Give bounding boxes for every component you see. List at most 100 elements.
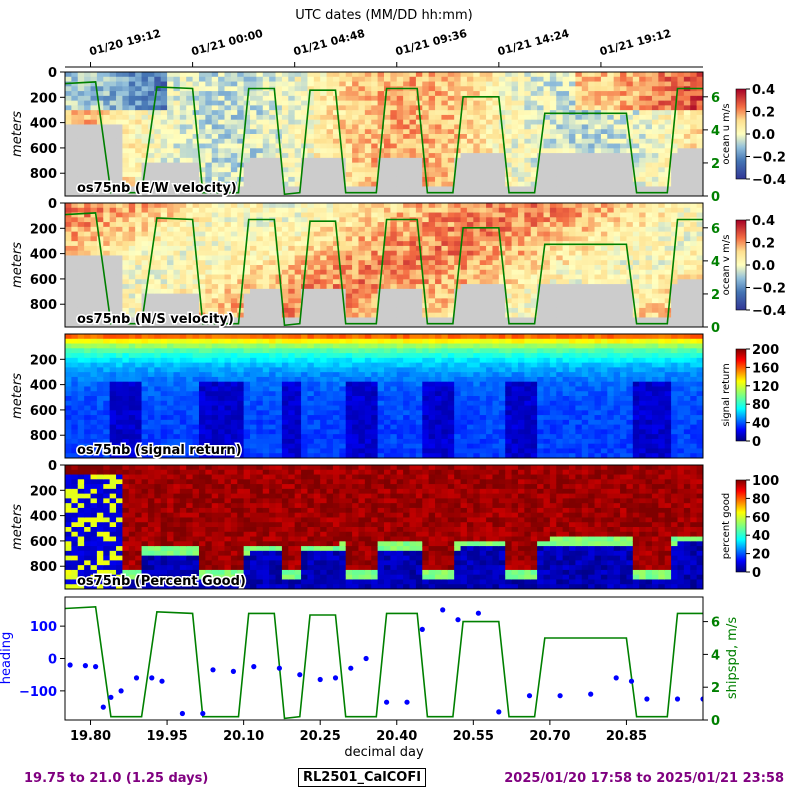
heatmap-cell bbox=[594, 207, 602, 214]
heatmap-cell bbox=[632, 76, 640, 83]
heatmap-cell bbox=[326, 231, 334, 237]
heatmap-cell bbox=[77, 217, 85, 223]
heatmap-cell bbox=[581, 134, 589, 140]
heatmap-cell bbox=[377, 293, 385, 299]
heatmap-cell bbox=[307, 212, 315, 218]
heatmap-cell bbox=[237, 217, 245, 223]
heatmap-cell bbox=[96, 91, 104, 97]
heatmap-cell bbox=[320, 95, 328, 102]
heatmap-cell bbox=[167, 157, 175, 164]
heatmap-cell bbox=[409, 322, 417, 327]
heatmap-cell bbox=[415, 72, 423, 78]
heatmap-cell bbox=[339, 153, 347, 159]
heatmap-cell bbox=[607, 250, 615, 257]
heatmap-cell bbox=[294, 236, 302, 242]
heatmap-cell bbox=[135, 100, 143, 106]
heatmap-cell bbox=[313, 217, 321, 223]
heatmap-cell bbox=[581, 245, 589, 252]
heatmap-cell bbox=[441, 241, 449, 247]
heatmap-cell bbox=[198, 134, 206, 140]
heatmap-cell bbox=[581, 303, 589, 309]
heatmap-cell bbox=[167, 81, 175, 87]
heatmap-cell bbox=[486, 167, 494, 173]
heatmap-cell bbox=[262, 203, 270, 209]
heatmap-cell bbox=[607, 317, 615, 323]
heatmap-cell bbox=[645, 100, 653, 106]
heatmap-cell bbox=[441, 207, 449, 214]
heatmap-cell bbox=[173, 157, 181, 164]
heatmap-cell bbox=[103, 134, 111, 140]
heatmap-cell bbox=[122, 100, 130, 106]
heatmap-cell bbox=[422, 134, 430, 140]
heatmap-cell bbox=[575, 312, 583, 319]
heatmap-cell bbox=[160, 307, 168, 314]
heatmap-cell bbox=[109, 105, 117, 111]
heatmap-cell bbox=[192, 207, 200, 214]
heatmap-cell bbox=[179, 322, 187, 327]
heatmap-cell bbox=[218, 191, 226, 196]
heatmap-cell bbox=[269, 250, 277, 257]
heatmap-cell bbox=[167, 119, 175, 126]
heatmap-cell bbox=[154, 124, 162, 130]
heatmap-cell bbox=[390, 207, 398, 214]
heatmap-cell bbox=[294, 298, 302, 304]
heatmap-cell bbox=[103, 143, 111, 149]
heatmap-cell bbox=[569, 293, 576, 299]
heatmap-cell bbox=[262, 274, 270, 280]
heatmap-cell bbox=[428, 143, 436, 149]
heatmap-cell bbox=[109, 72, 117, 78]
heatmap-cell bbox=[364, 255, 372, 261]
heatmap-cell bbox=[65, 265, 72, 271]
heatmap-cell bbox=[428, 217, 436, 223]
heatmap-cell bbox=[179, 191, 187, 196]
heatmap-cell bbox=[294, 279, 302, 285]
heatmap-cell bbox=[288, 148, 296, 154]
heatmap-cell bbox=[326, 217, 334, 223]
heatmap-cell bbox=[435, 212, 443, 218]
heatmap-cell bbox=[403, 212, 411, 218]
heatmap-cell bbox=[371, 269, 379, 276]
heatmap-cell bbox=[211, 86, 219, 92]
heatmap-cell bbox=[301, 76, 309, 83]
heatmap-cell bbox=[511, 148, 519, 154]
heatmap-cell bbox=[588, 114, 596, 121]
heatmap-cell bbox=[109, 114, 117, 121]
heatmap-cell bbox=[479, 265, 487, 271]
heatmap-cell bbox=[313, 172, 321, 178]
heatmap-cell bbox=[358, 226, 366, 233]
heatmap-cell bbox=[696, 148, 703, 154]
heatmap-cell bbox=[403, 312, 411, 319]
heatmap-cell bbox=[269, 95, 277, 102]
heatmap-cell bbox=[543, 162, 551, 168]
heatmap-cell bbox=[460, 284, 468, 290]
heatmap-cell bbox=[409, 284, 417, 290]
heatmap-cell bbox=[422, 212, 430, 218]
heatmap-cell bbox=[607, 207, 615, 214]
heatmap-cell bbox=[224, 72, 232, 78]
heatmap-cell bbox=[179, 269, 187, 276]
heatmap-cell bbox=[218, 138, 226, 145]
heatmap-cell bbox=[326, 129, 334, 135]
heatmap-cell bbox=[96, 298, 104, 304]
heatmap-cell bbox=[135, 143, 143, 149]
heatmap-cell bbox=[473, 203, 481, 209]
heatmap-cell bbox=[594, 236, 602, 242]
heatmap-cell bbox=[517, 317, 525, 323]
u-colorbar-label: ocean u m/s bbox=[721, 103, 732, 164]
heatmap-cell bbox=[620, 317, 628, 323]
heatmap-cell bbox=[141, 86, 149, 92]
heatmap-cell bbox=[441, 236, 449, 242]
heatmap-cell bbox=[84, 222, 92, 228]
heatmap-cell bbox=[71, 307, 79, 314]
heatmap-cell bbox=[269, 236, 277, 242]
heatmap-cell bbox=[486, 265, 494, 271]
heatmap-cell bbox=[639, 72, 647, 78]
heatmap-cell bbox=[211, 293, 219, 299]
heatmap-cell bbox=[403, 91, 411, 97]
heatmap-cell bbox=[632, 207, 640, 214]
heatmap-cell bbox=[415, 293, 423, 299]
heatmap-cell bbox=[409, 95, 417, 102]
heatmap-cell bbox=[281, 288, 289, 295]
heatmap-cell bbox=[90, 72, 98, 78]
heatmap-cell bbox=[198, 124, 206, 130]
